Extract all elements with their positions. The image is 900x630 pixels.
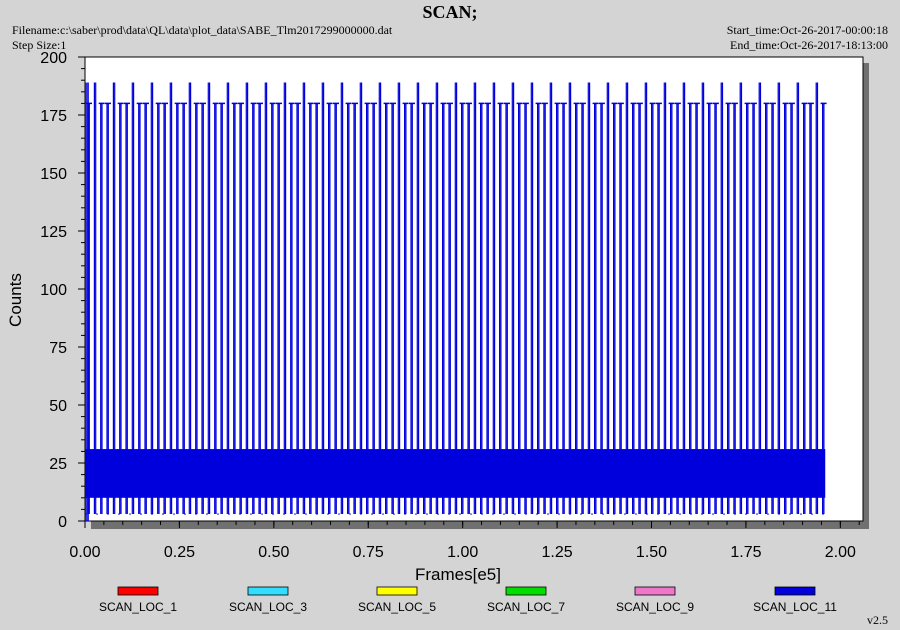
- legend-swatch: [117, 586, 159, 596]
- start-time-text: Start_time:Oct-26-2017-00:00:18: [726, 23, 888, 37]
- x-tick-label: 0.75: [353, 544, 384, 561]
- x-tick-label: 1.00: [447, 544, 478, 561]
- scan-loc-11-start: [85, 82, 89, 522]
- legend-swatch: [505, 586, 547, 596]
- legend-swatch: [634, 586, 676, 596]
- series-layer: [85, 82, 827, 522]
- step-size-text: Step Size:1: [12, 38, 67, 52]
- legend-item: SCAN_LOC_1: [99, 586, 177, 614]
- y-tick-label: 50: [49, 398, 67, 415]
- legend-item: SCAN_LOC_9: [616, 586, 694, 614]
- version-label: v2.5: [867, 613, 888, 627]
- y-tick-label: 200: [40, 50, 67, 67]
- legend-item: SCAN_LOC_11: [753, 586, 837, 614]
- y-tick-label: 100: [40, 282, 67, 299]
- legend-label: SCAN_LOC_5: [358, 600, 436, 614]
- legend-item: SCAN_LOC_3: [229, 586, 307, 614]
- x-tick-label: 2.00: [825, 544, 856, 561]
- end-time-text: End_time:Oct-26-2017-18:13:00: [730, 38, 888, 52]
- x-tick-label: 1.50: [636, 544, 667, 561]
- y-tick-label: 0: [58, 514, 67, 531]
- legend-label: SCAN_LOC_9: [616, 600, 694, 614]
- y-tick-label: 75: [49, 340, 67, 357]
- x-tick-label: 0.00: [69, 544, 100, 561]
- y-tick-label: 150: [40, 166, 67, 183]
- axes-layer: 0.00 0.25 0.50 0.75 1.00 1.25 1.50 1.75 2.00 0 25 5…: [40, 50, 860, 561]
- legend: SCAN_LOC_1 SCAN_LOC_3 SCAN_LOC_5 SCAN_LOC_7…: [99, 586, 837, 614]
- legend-label: SCAN_LOC_1: [99, 600, 177, 614]
- legend-label: SCAN_LOC_11: [753, 600, 837, 614]
- y-tick-label: 25: [49, 456, 67, 473]
- legend-label: SCAN_LOC_7: [487, 600, 565, 614]
- filename-text: Filename:c:\saber\prod\data\QL\data\plot…: [12, 23, 393, 37]
- x-tick-label: 1.75: [730, 544, 761, 561]
- time-info: Start_time:Oct-26-2017-00:00:18 End_time…: [727, 23, 888, 53]
- file-info: Filename:c:\saber\prod\data\QL\data\plot…: [12, 23, 392, 53]
- x-tick-label: 0.50: [258, 544, 289, 561]
- legend-swatch: [774, 586, 816, 596]
- legend-label: SCAN_LOC_3: [229, 600, 307, 614]
- legend-item: SCAN_LOC_7: [487, 586, 565, 614]
- y-axis-label: Counts: [6, 273, 25, 327]
- x-tick-label: 1.25: [542, 544, 573, 561]
- chart-title: SCAN;: [422, 2, 478, 22]
- y-tick-label: 175: [40, 108, 67, 125]
- legend-swatch: [376, 586, 418, 596]
- y-tick-label: 125: [40, 224, 67, 241]
- x-axis-label: Frames[e5]: [415, 565, 501, 584]
- legend-item: SCAN_LOC_5: [358, 586, 436, 614]
- legend-swatch: [247, 586, 289, 596]
- x-tick-label: 0.25: [164, 544, 195, 561]
